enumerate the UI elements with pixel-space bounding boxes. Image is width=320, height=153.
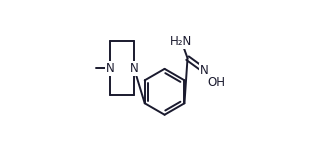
Text: N: N bbox=[200, 64, 209, 77]
Text: N: N bbox=[106, 62, 115, 75]
Text: H₂N: H₂N bbox=[170, 35, 193, 48]
Text: OH: OH bbox=[208, 76, 226, 89]
Text: N: N bbox=[130, 62, 138, 75]
